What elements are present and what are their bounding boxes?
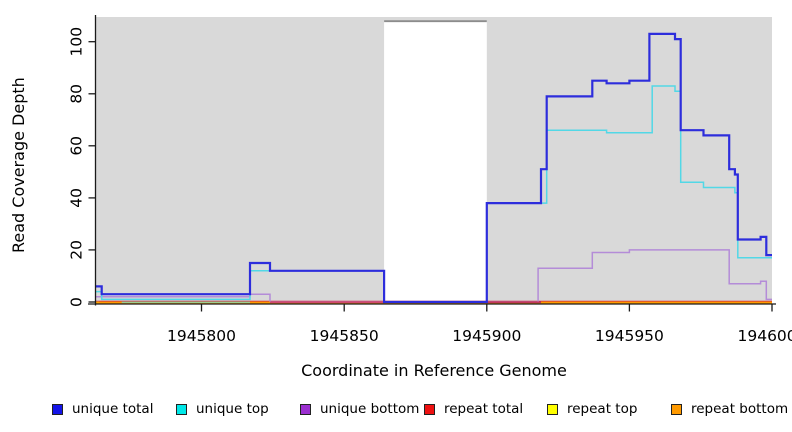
svg-text:100: 100	[68, 27, 86, 57]
x-axis-title: Coordinate in Reference Genome	[301, 361, 567, 380]
svg-text:0: 0	[68, 297, 86, 307]
svg-text:20: 20	[68, 240, 86, 260]
y-axis-title: Read Coverage Depth	[9, 77, 28, 253]
svg-text:40: 40	[68, 188, 86, 208]
svg-text:1945900: 1945900	[452, 327, 521, 345]
svg-text:1945950: 1945950	[595, 327, 664, 345]
svg-text:60: 60	[68, 136, 86, 156]
svg-text:1945850: 1945850	[310, 327, 379, 345]
svg-text:80: 80	[68, 84, 86, 104]
svg-text:1945800: 1945800	[167, 327, 236, 345]
svg-text:1946000: 1946000	[737, 327, 792, 345]
